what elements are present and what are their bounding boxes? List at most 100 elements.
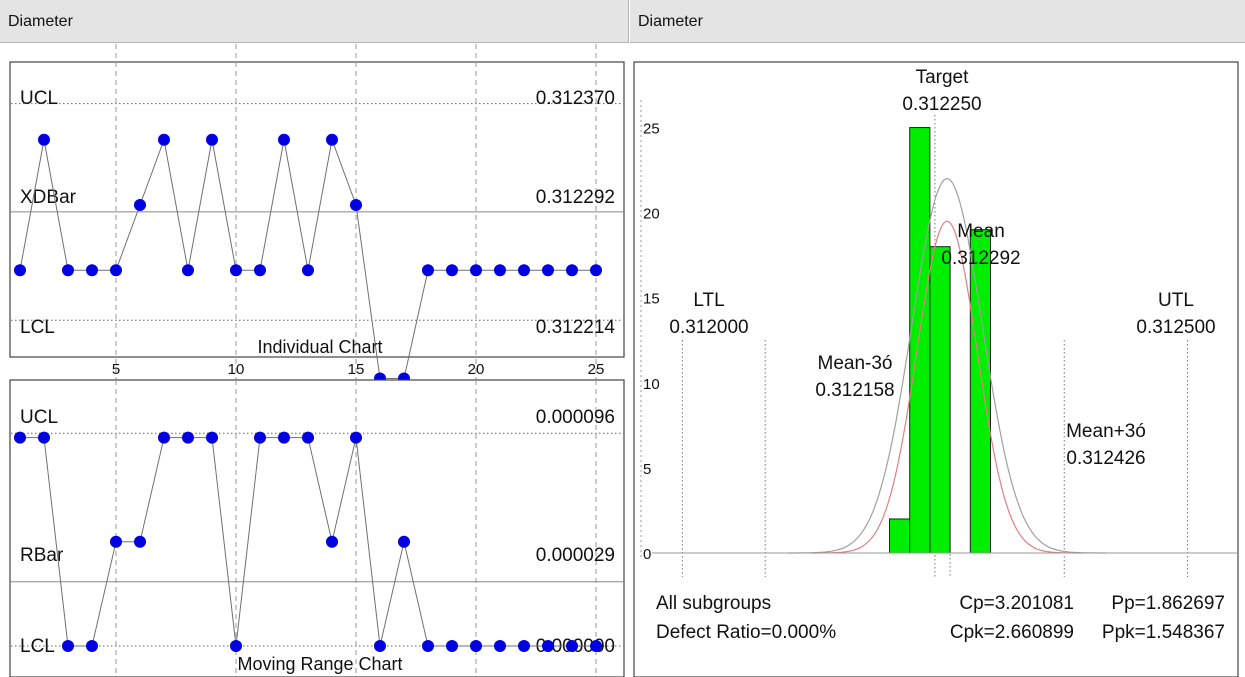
- histogram-bars: [888, 127, 992, 554]
- mr-ucl-value: 0.000096: [536, 407, 615, 428]
- x-tick-20: 20: [468, 361, 485, 378]
- data-point-5: [110, 535, 122, 548]
- data-point-18: [422, 264, 434, 277]
- data-point-14: [326, 133, 338, 146]
- individual-chart-control-labels: UCL 0.312370 XDBar 0.312292 LCL 0.312214: [20, 88, 615, 338]
- data-point-22: [518, 264, 530, 277]
- data-point-19: [446, 639, 458, 652]
- data-point-3: [62, 264, 74, 277]
- data-point-24: [566, 639, 578, 652]
- histogram-bar-1: [888, 518, 911, 554]
- individual-chart-title: Individual Chart: [257, 337, 382, 357]
- individual-chart: UCL 0.312370 XDBar 0.312292 LCL 0.312214…: [9, 44, 625, 677]
- data-point-13: [302, 264, 314, 277]
- mean-value: 0.312292: [941, 248, 1020, 269]
- ltl-name: LTL: [693, 290, 724, 311]
- y-tick-25: 25: [643, 121, 660, 138]
- stats-pp: Pp=1.862697: [1111, 593, 1225, 614]
- individual-chart-control-lines: [11, 103, 623, 321]
- histogram-bar-2: [909, 127, 931, 554]
- moving-range-chart-frame: [9, 379, 625, 677]
- individual-chart-plot: UCL 0.312370 XDBar 0.312292 LCL 0.312214…: [9, 44, 625, 677]
- right-panel-header: Diameter: [630, 0, 1245, 43]
- rbar-value: 0.000029: [536, 545, 615, 566]
- mr-lcl-label: LCL: [20, 636, 55, 657]
- x-tick-10: 10: [228, 361, 245, 378]
- y-tick-5: 5: [643, 461, 651, 478]
- normal-curve: [788, 177, 1107, 554]
- stats-defect-ratio: Defect Ratio=0.000%: [656, 622, 836, 643]
- data-point-20: [470, 639, 482, 652]
- data-point-10: [230, 264, 242, 277]
- individual-series-points: [14, 133, 602, 385]
- mean-plus-3s-value: 0.312426: [1066, 448, 1145, 469]
- data-point-1: [14, 264, 26, 277]
- data-point-7: [158, 431, 170, 444]
- target-name: Target: [916, 67, 970, 88]
- data-point-8: [182, 264, 194, 277]
- moving-range-chart: UCL 0.000096 RBar 0.000029 LCL 0.000000 …: [9, 379, 625, 677]
- data-point-25: [590, 264, 602, 277]
- data-point-14: [326, 535, 338, 548]
- data-point-12: [278, 133, 290, 146]
- individual-chart-gridlines: [115, 44, 597, 677]
- data-point-10: [230, 639, 242, 652]
- lcl-label: LCL: [20, 317, 55, 338]
- ucl-value: 0.312370: [536, 88, 615, 109]
- y-axis-tick-labels: 0 5 10 15 20 25: [643, 121, 660, 563]
- data-point-11: [254, 431, 266, 444]
- stats-ppk: Ppk=1.548367: [1102, 622, 1225, 643]
- utl-value: 0.312500: [1136, 317, 1215, 338]
- data-point-21: [494, 264, 506, 277]
- ucl-label: UCL: [20, 88, 58, 109]
- data-point-4: [86, 264, 98, 277]
- data-point-6: [134, 198, 146, 211]
- fitted-curve: [810, 220, 1084, 554]
- data-point-2: [38, 431, 50, 444]
- spec-labels: LTL 0.312000 Mean-3ó 0.312158 Target 0.3…: [669, 67, 1215, 469]
- data-point-2: [38, 133, 50, 146]
- data-point-4: [86, 639, 98, 652]
- x-tick-5: 5: [112, 361, 120, 378]
- data-point-15: [350, 431, 362, 444]
- mean-plus-3s-name: Mean+3ó: [1066, 421, 1146, 442]
- data-point-5: [110, 264, 122, 277]
- data-point-19: [446, 264, 458, 277]
- capability-stats: All subgroups Cp=3.201081 Pp=1.862697 De…: [656, 593, 1225, 643]
- data-point-21: [494, 639, 506, 652]
- data-point-17: [398, 535, 410, 548]
- left-panel-header: Diameter: [0, 0, 629, 43]
- data-point-18: [422, 639, 434, 652]
- data-point-23: [542, 639, 554, 652]
- histogram-bar-3: [929, 246, 951, 554]
- data-point-9: [206, 431, 218, 444]
- utl-name: UTL: [1158, 290, 1194, 311]
- data-point-1: [14, 431, 26, 444]
- x-tick-15: 15: [348, 361, 365, 378]
- ltl-value: 0.312000: [669, 317, 748, 338]
- data-point-15: [350, 198, 362, 211]
- data-point-12: [278, 431, 290, 444]
- data-point-22: [518, 639, 530, 652]
- data-point-6: [134, 535, 146, 548]
- xdbar-value: 0.312292: [536, 187, 615, 208]
- data-point-9: [206, 133, 218, 146]
- stats-cpk: Cpk=2.660899: [950, 622, 1074, 643]
- y-tick-20: 20: [643, 206, 660, 223]
- data-point-20: [470, 264, 482, 277]
- y-tick-15: 15: [643, 291, 660, 308]
- histogram-bar-4: [969, 229, 992, 554]
- mean-minus-3s-value: 0.312158: [815, 380, 894, 401]
- data-point-23: [542, 264, 554, 277]
- moving-range-series-points: [14, 431, 602, 652]
- lcl-value: 0.312214: [536, 317, 616, 338]
- data-point-25: [590, 639, 602, 652]
- data-point-7: [158, 133, 170, 146]
- individual-chart-frame: [9, 61, 625, 358]
- data-point-3: [62, 639, 74, 652]
- mr-ucl-label: UCL: [20, 407, 58, 428]
- data-point-16: [374, 639, 386, 652]
- mean-name: Mean: [957, 221, 1005, 242]
